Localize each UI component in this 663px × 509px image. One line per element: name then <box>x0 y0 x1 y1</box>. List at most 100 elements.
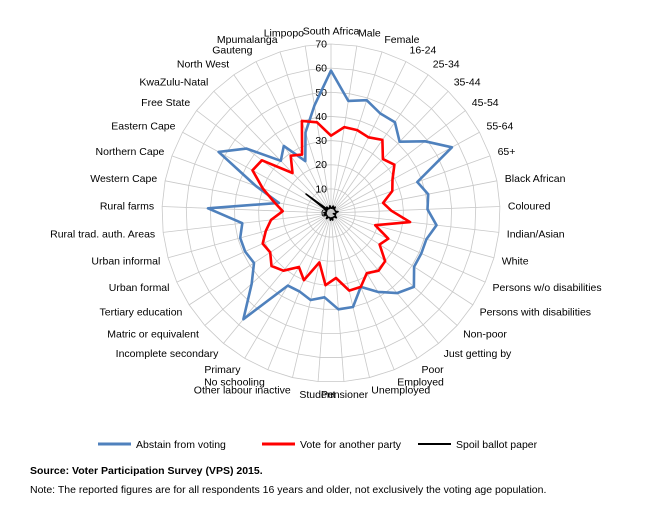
grid-spoke <box>255 61 332 214</box>
category-label: Incomplete secondary <box>116 348 219 360</box>
category-label: Employed <box>397 376 444 388</box>
category-label: Primary <box>204 364 241 376</box>
grid-spoke <box>330 212 486 283</box>
category-label: Limpopo <box>264 28 304 40</box>
category-label: Unemployed <box>371 385 430 397</box>
category-label: White <box>502 256 529 268</box>
grid-spoke <box>188 212 332 306</box>
grid-spoke <box>330 212 499 233</box>
category-label: 55-64 <box>487 121 514 133</box>
category-label: Rural trad. auth. Areas <box>50 228 155 240</box>
category-label: Other labour inactive <box>194 385 291 397</box>
grid-spoke <box>163 212 332 233</box>
category-label: KwaZulu-Natal <box>139 76 208 88</box>
grid-ring <box>234 116 428 310</box>
r-tick-label: 10 <box>315 183 327 195</box>
category-label: 45-54 <box>472 97 499 109</box>
category-label: Urban informal <box>91 256 160 268</box>
category-label: Student <box>299 389 335 401</box>
category-label: Coloured <box>508 201 551 213</box>
r-tick-label: 30 <box>315 135 327 147</box>
grid-spoke <box>330 155 491 214</box>
grid-spoke <box>233 74 332 214</box>
r-tick-label: 60 <box>315 63 327 75</box>
category-label: Non-poor <box>463 329 507 341</box>
category-label: 16-24 <box>410 44 437 56</box>
grid-ring <box>209 91 453 334</box>
grid-spoke <box>330 206 500 214</box>
grid-spoke <box>162 206 332 214</box>
grid-spoke <box>330 180 497 214</box>
category-label: 35-44 <box>454 76 481 88</box>
legend: Abstain from voting Vote for another part… <box>98 439 538 451</box>
grid-spoke <box>171 155 332 214</box>
series-line-spoil-ballot-paper <box>305 193 339 221</box>
category-label: Northern Cape <box>96 146 165 158</box>
r-tick-label: 20 <box>315 159 327 171</box>
category-label: Black African <box>505 173 566 185</box>
series-line-vote-for-another-party <box>251 119 412 292</box>
grid-spoke <box>223 212 332 344</box>
category-label: No schooling <box>204 376 265 388</box>
grid-spoke <box>330 131 480 214</box>
legend-label: Spoil ballot paper <box>456 439 538 451</box>
r-tick-label: 40 <box>315 111 327 123</box>
grid-spoke <box>167 212 332 259</box>
r-tick-label: 70 <box>315 39 327 51</box>
grid-spoke <box>176 212 332 283</box>
grid-spoke <box>330 212 418 359</box>
category-label: Rural farms <box>100 201 154 213</box>
category-label: Mpumalanga <box>217 34 278 46</box>
category-label: Poor <box>422 364 445 376</box>
grid-spoke <box>330 110 466 214</box>
grid-spoke <box>330 212 345 382</box>
radar-grid <box>161 43 501 382</box>
category-label: Tertiary education <box>100 306 183 318</box>
grid-ring <box>282 164 380 262</box>
grid-spoke <box>330 74 429 214</box>
grid-spoke <box>330 212 370 378</box>
grid-spoke <box>330 51 383 214</box>
grid-spoke <box>213 90 332 214</box>
category-label: Pensioner <box>321 389 369 401</box>
category-label: North West <box>177 59 229 71</box>
grid-ring <box>185 67 477 358</box>
category-label: Free State <box>141 97 190 109</box>
category-label: Indian/Asian <box>507 228 565 240</box>
category-label: Gauteng <box>212 44 252 56</box>
grid-spoke <box>292 212 332 378</box>
legend-label: Vote for another party <box>300 439 402 451</box>
grid-spoke <box>165 180 332 214</box>
grid-ring <box>161 43 501 382</box>
category-label: Male <box>358 28 381 40</box>
grid-spoke <box>330 212 458 326</box>
category-label: Urban formal <box>109 282 170 294</box>
category-label: Persons w/o disabilities <box>493 282 602 294</box>
category-label: 25-34 <box>433 59 460 71</box>
grid-spoke <box>330 45 358 214</box>
category-label: Matric or equivalent <box>107 329 199 341</box>
category-label: Persons with disabilities <box>480 306 591 318</box>
grid-spoke <box>330 212 439 344</box>
grid-ring <box>306 188 356 238</box>
series-line-abstain-from-voting <box>206 69 454 321</box>
grid-spoke <box>330 212 495 259</box>
grid-spoke <box>182 131 332 214</box>
category-label: Eastern Cape <box>111 121 175 133</box>
category-label: Western Cape <box>90 173 157 185</box>
grid-spoke <box>330 212 474 306</box>
category-label: Just getting by <box>444 348 512 360</box>
source-note: Source: Voter Participation Survey (VPS)… <box>30 465 263 477</box>
footnote: Note: The reported figures are for all r… <box>30 484 547 496</box>
category-label: Female <box>384 34 419 46</box>
grid-spoke <box>204 212 332 326</box>
legend-label: Abstain from voting <box>136 439 226 451</box>
grid-spoke <box>304 45 332 214</box>
grid-spoke <box>330 212 395 370</box>
grid-spoke <box>330 90 449 214</box>
category-label: 65+ <box>498 146 516 158</box>
category-label: South Africa <box>303 26 360 38</box>
series-lines <box>206 69 454 321</box>
